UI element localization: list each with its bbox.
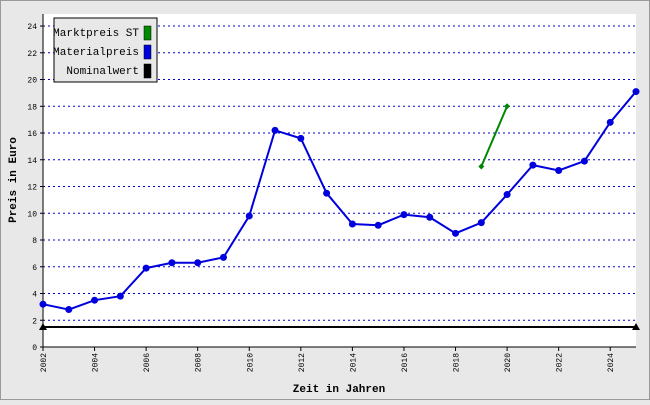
point	[271, 126, 279, 134]
x-tick-label: 2024	[607, 353, 616, 372]
y-tick-label: 12	[27, 184, 37, 193]
point	[426, 213, 434, 221]
x-tick-label: 2022	[556, 353, 565, 372]
x-tick-label: 2002	[40, 353, 49, 372]
point	[606, 118, 614, 126]
x-tick-label: 2014	[349, 353, 358, 372]
point	[503, 191, 511, 199]
point	[504, 103, 511, 110]
point	[477, 219, 485, 227]
y-tick-label: 8	[32, 237, 37, 246]
point	[529, 161, 537, 169]
legend-swatch	[143, 25, 152, 41]
y-tick-label: 20	[27, 77, 37, 86]
point	[555, 166, 563, 174]
point	[632, 322, 640, 330]
point	[116, 292, 124, 300]
point	[374, 221, 382, 229]
point	[39, 300, 47, 308]
legend-swatch	[143, 44, 152, 60]
point	[580, 157, 588, 165]
legend-label: Materialpreis	[53, 47, 139, 59]
point	[142, 264, 150, 272]
point	[478, 163, 485, 170]
y-tick-label: 16	[27, 130, 37, 139]
x-tick-label: 2008	[195, 353, 204, 372]
point	[91, 296, 99, 304]
point	[323, 189, 331, 197]
y-tick-label: 22	[27, 50, 37, 59]
y-axis-title: Preis in Euro	[8, 137, 20, 223]
series-line	[42, 90, 637, 311]
y-tick-label: 18	[27, 103, 37, 112]
x-tick-label: 2012	[298, 353, 307, 372]
y-tick-label: 6	[32, 264, 37, 273]
y-tick-label: 4	[32, 291, 37, 300]
y-tick-label: 24	[27, 23, 37, 32]
legend-label: Nominalwert	[66, 66, 139, 78]
point	[245, 212, 253, 220]
x-tick-label: 2016	[401, 353, 410, 372]
point	[348, 220, 356, 228]
y-tick-label: 2	[32, 317, 37, 326]
point	[168, 259, 176, 267]
y-tick-label: 0	[32, 344, 37, 353]
x-tick-label: 2006	[143, 353, 152, 372]
legend-swatch	[143, 63, 152, 79]
x-tick-label: 2004	[92, 353, 101, 372]
y-tick-label: 10	[27, 210, 37, 219]
point	[194, 259, 202, 267]
x-tick-label: 2018	[453, 353, 462, 372]
series-line	[480, 105, 509, 167]
point	[219, 253, 227, 261]
legend-box	[53, 17, 158, 83]
legend-label: Marktpreis ST	[53, 28, 139, 40]
point	[632, 88, 640, 96]
point	[65, 306, 73, 314]
x-tick-label: 2010	[246, 353, 255, 372]
y-tick-label: 14	[27, 157, 37, 166]
point	[452, 229, 460, 237]
point	[39, 322, 47, 330]
x-tick-label: 2020	[504, 353, 513, 372]
point	[400, 211, 408, 219]
point	[297, 134, 305, 142]
x-axis-title: Zeit in Jahren	[293, 384, 385, 396]
